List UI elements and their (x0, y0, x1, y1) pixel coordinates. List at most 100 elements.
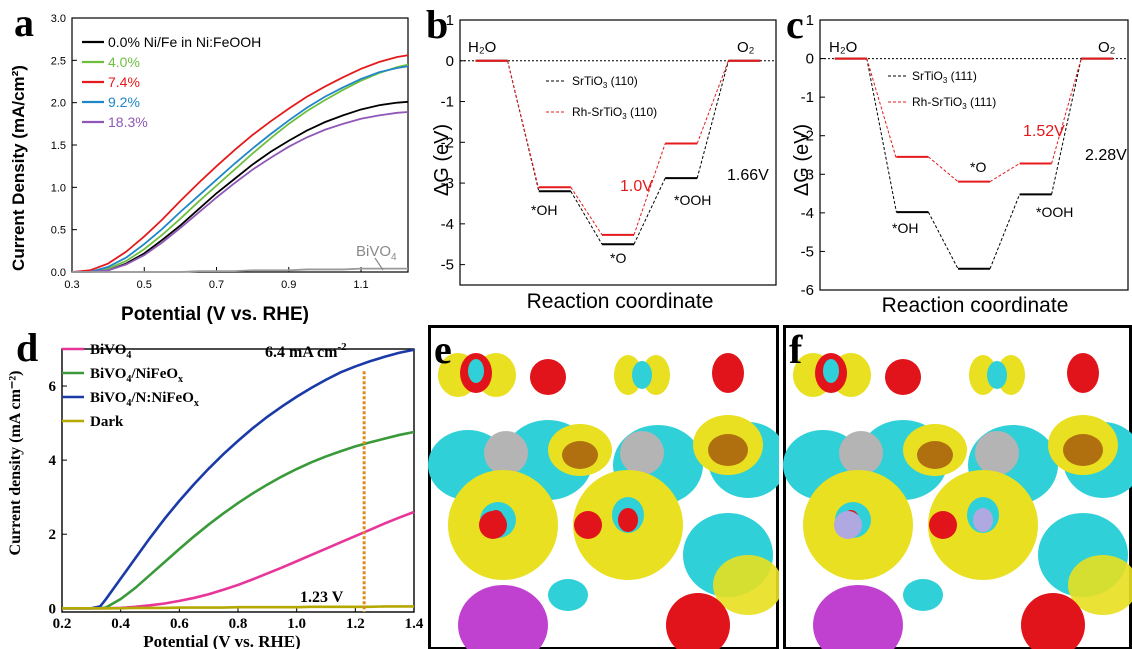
step-label-h2o: H₂O (829, 39, 857, 56)
plot-frame (61, 348, 415, 613)
legend: SrTiO3 (110) Rh-SrTiO3 (110) (546, 74, 657, 121)
series-line-1 (72, 63, 409, 273)
y-axis-label: ΔG (eV) (791, 124, 813, 196)
isosurface-blob (834, 511, 862, 539)
connector-0-3 (1051, 58, 1082, 195)
legend-label-rh-srtio3: Rh-SrTiO3 (110) (572, 105, 657, 121)
y-axis-label: Current density (mA cm⁻²) (7, 371, 24, 556)
panel-label-a: a (14, 0, 34, 45)
isosurface-blob (1068, 555, 1132, 615)
connector-1-0 (866, 58, 897, 159)
y-tick-label: 0.5 (51, 225, 66, 237)
panel-e: e (428, 325, 779, 649)
isosurface-blob (903, 579, 943, 611)
series-line-3 (72, 65, 409, 273)
y-tick-label: -5 (441, 257, 454, 274)
legend-label-0: 0.0% Ni/Fe in Ni:FeOOH (108, 34, 261, 50)
y-tick-label: -2 (801, 128, 814, 145)
legend-label-2: 7.4% (108, 74, 140, 90)
panel-f: f (783, 325, 1132, 649)
isosurface-blob (548, 579, 588, 611)
isosurface-blob (458, 585, 548, 649)
panel-c: c 1 0 -1 -2 -3 -4 -5 -6 ΔG (eV) Reaction coordi… (780, 0, 1132, 325)
isosurface-blob (712, 353, 744, 393)
panel-d: d 0 2 4 6 0.2 0.4 0.6 0.8 1.0 1.2 1.4 BiVO4 BiVO4/N… (0, 325, 425, 649)
y-tick-label: 4 (49, 453, 57, 469)
y-tick-label: 2.0 (51, 98, 66, 110)
bivo4-annotation: BiVO4 (356, 243, 397, 263)
legend-label-3: Dark (90, 414, 124, 430)
x-axis-label: Reaction coordinate (527, 290, 714, 313)
annotation-black: 2.28V (1085, 147, 1127, 164)
y-tick-label: -6 (801, 282, 814, 299)
isosurface-blob (1063, 434, 1103, 466)
step-label-ooh: *OOH (674, 192, 711, 208)
y-tick-label: 0.0 (51, 267, 66, 279)
connector-0-1 (927, 211, 959, 270)
connector-0-0 (866, 58, 897, 213)
x-tick-label: 0.2 (53, 616, 72, 632)
x-tick-label: 0.8 (229, 616, 248, 632)
y-tick-label: 0 (806, 51, 814, 68)
connector-1-1 (928, 156, 959, 182)
x-tick-label: 0.6 (170, 616, 189, 632)
plot-frame (459, 19, 777, 286)
panel-label-c: c (786, 2, 804, 47)
legend-label-3: 9.2% (108, 94, 140, 110)
y-axis-label: Current Density (mA/cm²) (9, 65, 28, 271)
x-tick-label: 0.3 (64, 279, 79, 291)
connector-0-2 (633, 177, 666, 245)
panel-label-d: d (16, 325, 38, 370)
isosurface-blob (620, 431, 664, 475)
connector-0-1 (570, 190, 603, 245)
step-label-o: *O (610, 250, 626, 266)
connector-1-2 (633, 143, 666, 236)
isosurface-blob (632, 361, 652, 389)
isosurface-blob (1021, 593, 1085, 649)
isosurface-blob (708, 434, 748, 466)
marker-value-label: 6.4 mA cm-2 (265, 341, 347, 361)
x-tick-label: 1.1 (353, 279, 368, 291)
y-tick-label: -2 (441, 134, 454, 151)
isosurface-blob (973, 508, 993, 532)
panel-b: b 1 0 -1 -2 -3 -4 -5 ΔG (eV) Reaction coordina… (420, 0, 780, 325)
connector-0-3 (696, 60, 729, 179)
y-tick-label: 0 (49, 601, 57, 617)
x-tick-label: 0.9 (281, 279, 296, 291)
step-label-oh: *OH (531, 202, 557, 218)
y-tick-label: 2 (49, 527, 57, 543)
connector-0-2 (989, 194, 1021, 269)
legend-label-0: BiVO4 (90, 342, 131, 361)
x-tick-label: 1.2 (346, 616, 365, 632)
isosurface-blob (975, 431, 1019, 475)
series-line-0 (62, 510, 415, 610)
y-tick-label: -4 (801, 205, 814, 222)
y-tick-label: 3.0 (51, 13, 66, 25)
legend-label-4: 18.3% (108, 114, 148, 130)
isosurface-blob (997, 355, 1025, 395)
isosurface-blob (929, 511, 957, 539)
x-tick-label: 0.4 (111, 616, 130, 632)
y-tick-label: -4 (441, 216, 454, 233)
isosurface-blob (839, 431, 883, 475)
y-tick-label: 1.5 (51, 140, 66, 152)
isosurface-blob (479, 511, 507, 539)
legend: SrTiO3 (111) Rh-SrTiO3 (111) (888, 69, 996, 111)
isosurface-blob (823, 359, 839, 383)
y-tick-label: -3 (801, 166, 814, 183)
y-tick-label: 1 (446, 12, 454, 29)
panel-a: a 0.0 0.5 1.0 1.5 2.0 2.5 3.0 0.3 0.5 0.7 0.9 1.1 0… (0, 0, 420, 325)
y-axis-label: ΔG (eV) (431, 124, 453, 196)
step-label-h2o: H₂O (468, 39, 496, 56)
isosurface-blob (1067, 353, 1099, 393)
y-tick-label: 1 (806, 12, 814, 29)
chart-b: b 1 0 -1 -2 -3 -4 -5 ΔG (eV) Reaction coordina… (426, 2, 777, 313)
panel-label-b: b (426, 2, 448, 47)
isosurface-blob (713, 555, 779, 615)
marker-potential-label: 1.23 V (300, 589, 344, 606)
isosurface-blob (666, 593, 730, 649)
legend-label-srtio3: SrTiO3 (111) (912, 69, 977, 85)
bivo4-arrow (374, 257, 384, 271)
step-label-o: *O (970, 159, 986, 175)
isosurface-blob (642, 355, 670, 395)
